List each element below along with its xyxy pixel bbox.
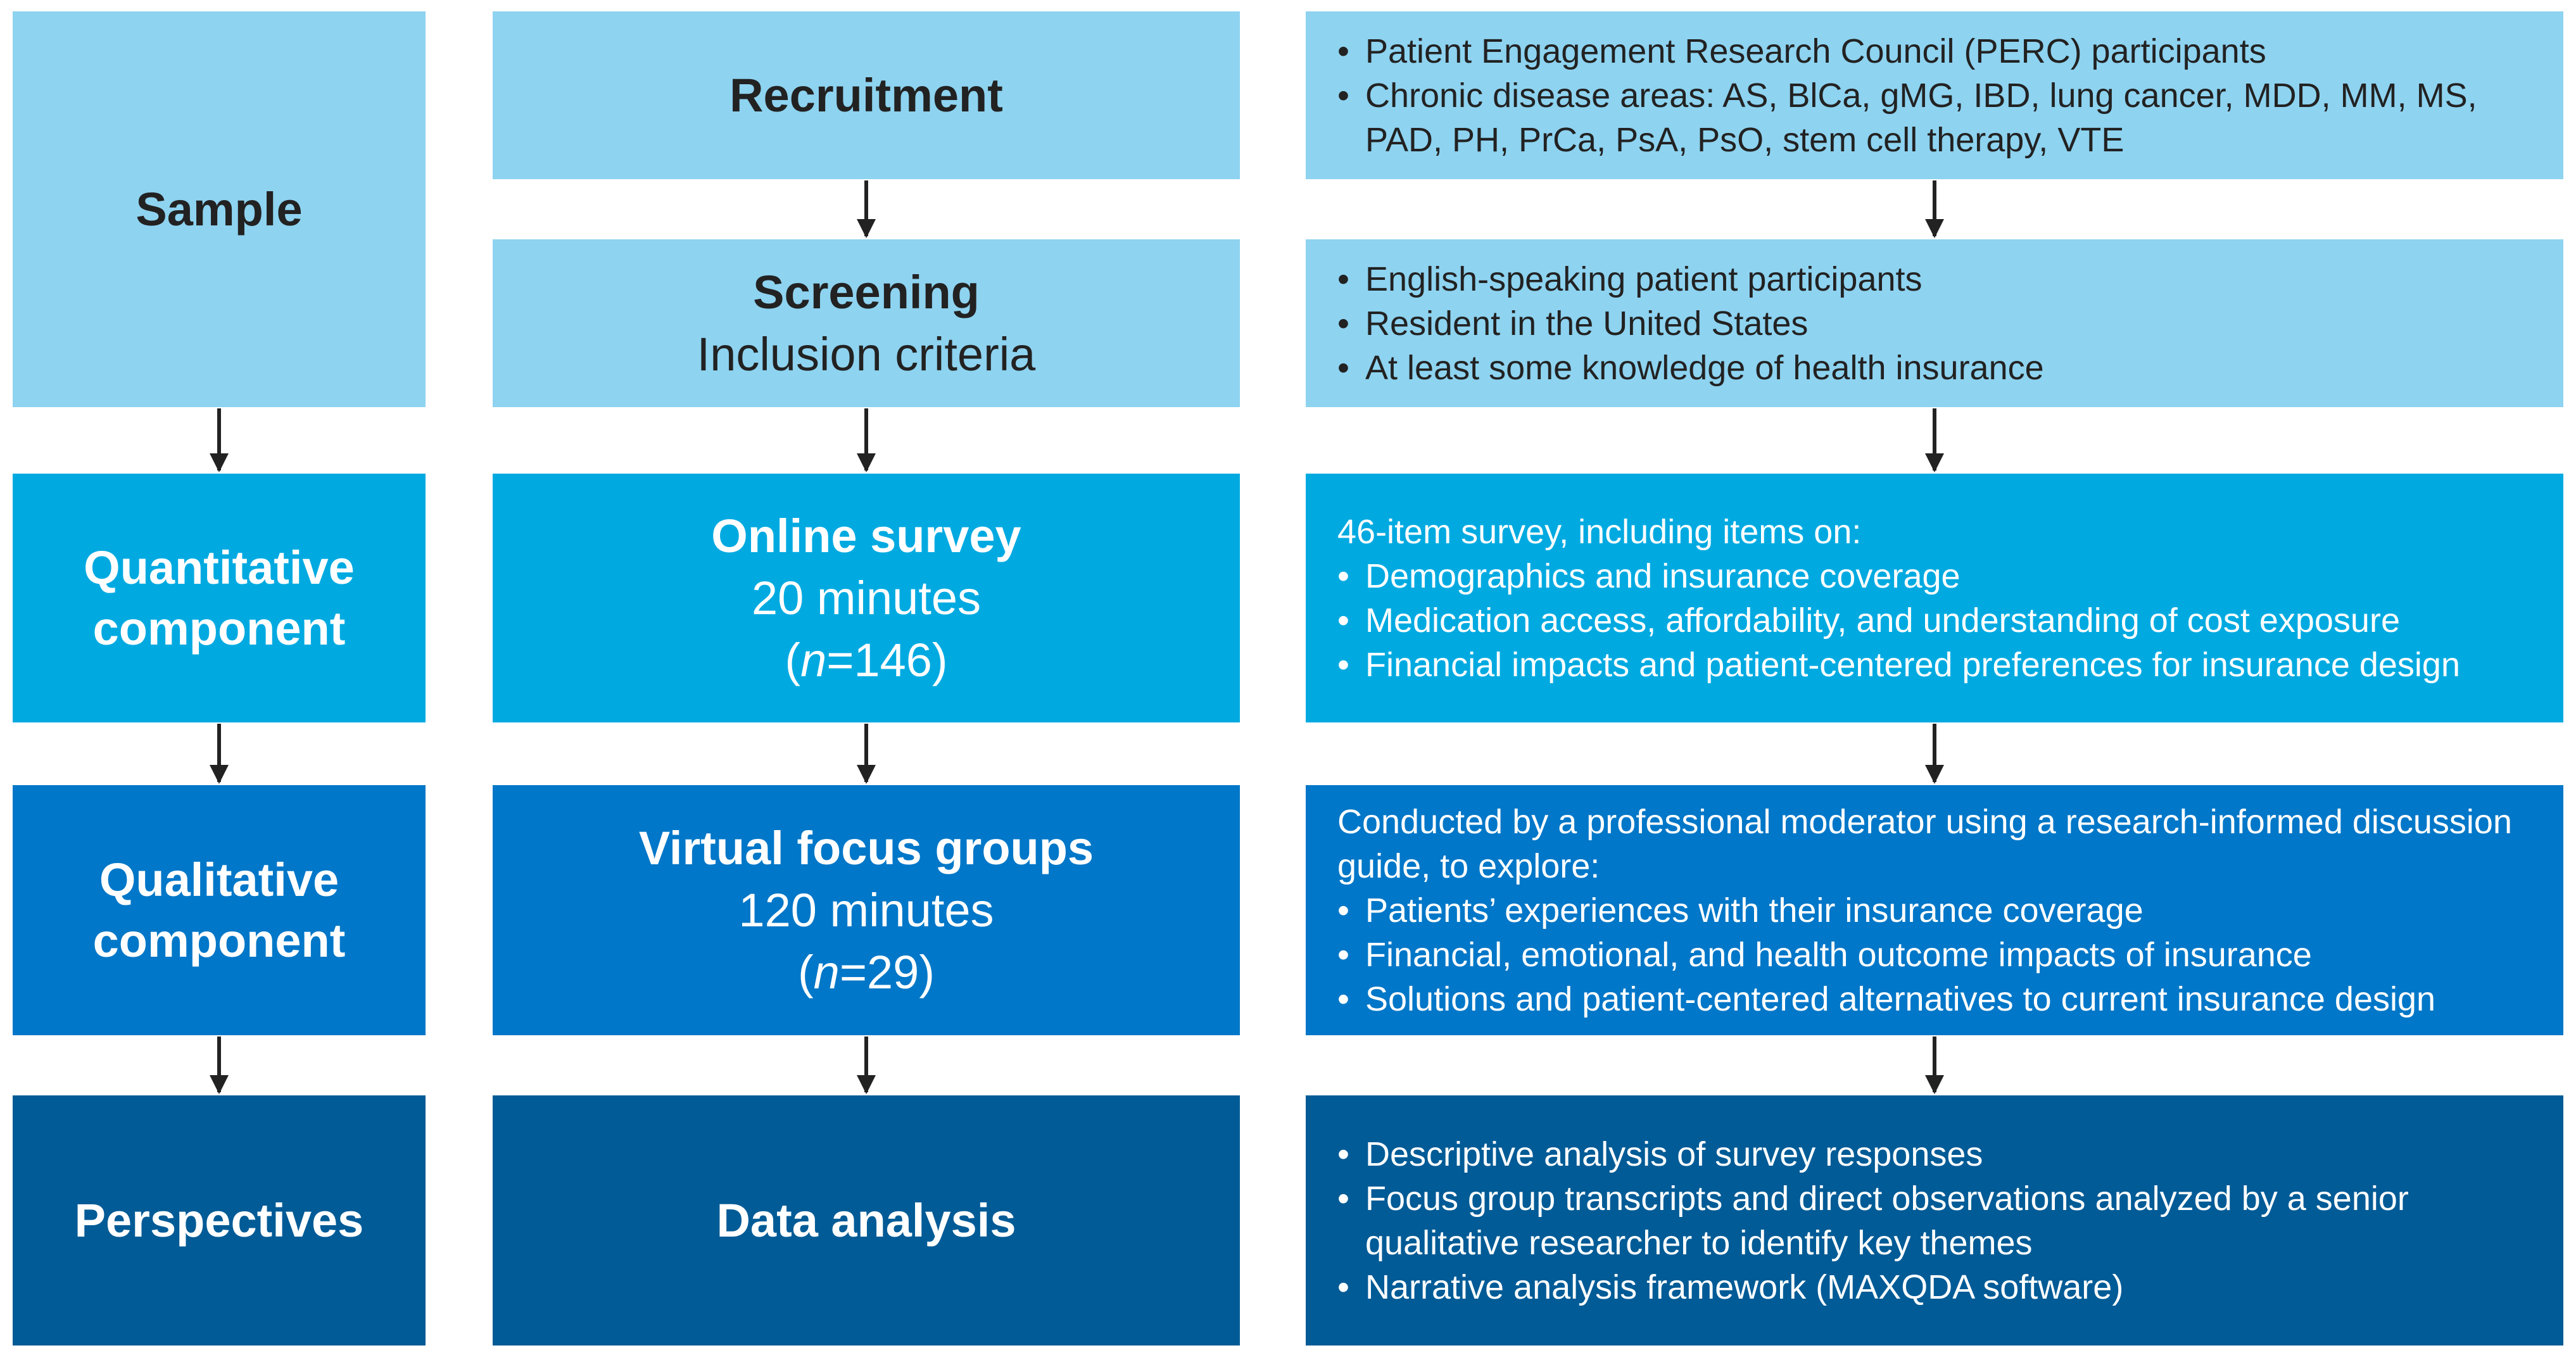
survey-details-lead: 46-item survey, including items on: [1337,512,1862,551]
focus-groups-detail-item: Solutions and patient-centered alternati… [1337,977,2525,1021]
qualitative-component-box: Qualitative component [13,785,426,1035]
sample-box: Sample [13,11,426,407]
online-survey-box: Online survey 20 minutes (n=146) [493,474,1240,722]
survey-detail-item: Demographics and insurance coverage [1337,554,2525,598]
online-survey-n-open: ( [785,633,801,686]
screening-subtitle: Inclusion criteria [697,327,1036,381]
online-survey-duration: 20 minutes [752,571,981,624]
survey-details-list: Demographics and insurance coverage Medi… [1337,554,2525,687]
online-survey-n-label: n [800,633,827,686]
screening-details-box: English-speaking patient participants Re… [1306,239,2563,407]
screening-title: Screening [753,265,980,318]
recruitment-details-list: Patient Engagement Research Council (PER… [1337,29,2525,162]
qualitative-component-label: Qualitative component [92,853,346,967]
recruitment-title: Recruitment [729,68,1003,122]
focus-groups-n-label: n [813,945,840,999]
focus-groups-n-value: =29) [839,945,935,999]
focus-groups-detail-item: Patients’ experiences with their insuran… [1337,888,2525,933]
data-analysis-title: Data analysis [716,1194,1016,1247]
recruitment-detail-item: Patient Engagement Research Council (PER… [1337,29,2525,73]
focus-groups-box: Virtual focus groups 120 minutes (n=29) [493,785,1240,1035]
perspectives-box: Perspectives [13,1095,426,1346]
analysis-detail-item: Narrative analysis framework (MAXQDA sof… [1337,1265,2525,1309]
analysis-detail-item: Descriptive analysis of survey responses [1337,1132,2525,1176]
focus-groups-detail-item: Financial, emotional, and health outcome… [1337,933,2525,977]
online-survey-n-value: =146) [826,633,948,686]
recruitment-box: Recruitment [493,11,1240,179]
focus-groups-details-box: Conducted by a professional moderator us… [1306,785,2563,1035]
recruitment-detail-item: Chronic disease areas: AS, BlCa, gMG, IB… [1337,73,2525,162]
quantitative-component-label: Quantitative component [84,541,355,655]
screening-details-list: English-speaking patient participants Re… [1337,257,2525,390]
screening-detail-item: Resident in the United States [1337,301,2525,346]
focus-groups-title: Virtual focus groups [638,821,1094,874]
recruitment-details-box: Patient Engagement Research Council (PER… [1306,11,2563,179]
quantitative-component-box: Quantitative component [13,474,426,722]
screening-box: Screening Inclusion criteria [493,239,1240,407]
survey-detail-item: Medication access, affordability, and un… [1337,598,2525,643]
focus-groups-details-list: Patients’ experiences with their insuran… [1337,888,2525,1021]
data-analysis-box: Data analysis [493,1095,1240,1346]
survey-details-box: 46-item survey, including items on: Demo… [1306,474,2563,722]
sample-label: Sample [136,182,303,236]
online-survey-title: Online survey [711,509,1021,562]
focus-groups-details-lead: Conducted by a professional moderator us… [1337,802,2512,885]
focus-groups-n-open: ( [798,945,814,999]
survey-detail-item: Financial impacts and patient-centered p… [1337,643,2525,687]
analysis-detail-item: Focus group transcripts and direct obser… [1337,1176,2525,1265]
screening-detail-item: At least some knowledge of health insura… [1337,346,2525,390]
online-survey-sample-size: (n=146) [785,629,947,691]
focus-groups-duration: 120 minutes [738,883,994,936]
analysis-details-box: Descriptive analysis of survey responses… [1306,1095,2563,1346]
screening-detail-item: English-speaking patient participants [1337,257,2525,301]
analysis-details-list: Descriptive analysis of survey responses… [1337,1132,2525,1309]
perspectives-label: Perspectives [74,1194,364,1247]
focus-groups-sample-size: (n=29) [798,942,935,1004]
